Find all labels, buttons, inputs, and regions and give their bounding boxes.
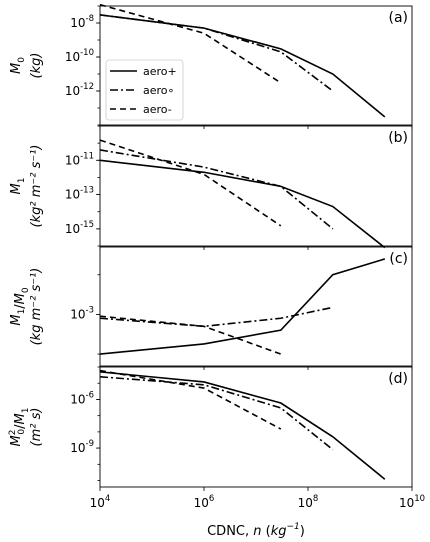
legend: aero+ aero∘ aero- <box>105 59 184 121</box>
series-line-aeroplus <box>99 258 386 355</box>
series-line-aerominus <box>99 369 282 430</box>
series-line-aeroo <box>99 375 334 451</box>
y-axis-label: M1/M0 <box>9 287 31 326</box>
y-axis-unit: (kg) <box>29 53 44 79</box>
series-line-aeroo <box>99 149 334 230</box>
plot-frame <box>99 125 413 247</box>
plot-frame <box>99 366 413 488</box>
y-tick-label: 10-13 <box>65 186 94 202</box>
panel-b: 10-11 10-13 10-15 (b) M1 (kg² m⁻² s⁻¹) <box>9 125 413 250</box>
series-line-aeroplus <box>99 159 386 249</box>
y-tick-label: 10-12 <box>65 82 94 98</box>
series-line-aeroplus <box>99 371 386 480</box>
legend-entry: aero+ <box>143 65 177 78</box>
y-tick-label: 10-8 <box>70 14 94 30</box>
y-axis-unit: (kg m⁻² s⁻¹) <box>29 268 44 346</box>
panel-label: (d) <box>388 371 408 387</box>
legend-entry: aero- <box>143 103 172 116</box>
panel-d: 10-6 10-9 (d) M20/M1(m² s) <box>8 366 413 491</box>
y-axis-label: M0 <box>9 57 27 74</box>
x-tick-label: 104 <box>90 494 111 510</box>
x-tick-label: 106 <box>194 494 215 510</box>
series-line-aerominus <box>99 139 282 227</box>
x-axis-label: CDNC, n (kg−1) <box>207 522 305 539</box>
plot-frame <box>99 246 413 367</box>
panel-label: (b) <box>388 130 408 146</box>
panel-label: (a) <box>388 10 408 26</box>
series-line-aerominus <box>99 3 282 84</box>
series-line-aeroo <box>99 14 334 92</box>
y-axis-unit: (m² s) <box>29 408 44 447</box>
y-tick-label: 10-15 <box>65 220 94 236</box>
y-axis-label: M1 <box>9 178 27 195</box>
x-tick-label: 108 <box>298 494 319 510</box>
y-tick-label: 10-6 <box>70 390 94 406</box>
y-axis-label: M20/M1 <box>8 407 31 446</box>
legend-entry: aero∘ <box>143 84 174 97</box>
panel-label: (c) <box>389 251 408 267</box>
y-tick-label: 10-10 <box>65 48 94 64</box>
panel-a: 10-8 10-10 10-12 (a) M0 (kg) aero+ aero∘ aero- <box>9 3 413 129</box>
series-line-aeroo <box>99 306 333 328</box>
y-tick-label: 10-9 <box>70 439 94 455</box>
y-axis-unit: (kg² m⁻² s⁻¹) <box>29 145 44 228</box>
y-tick-label: 10-11 <box>65 151 94 167</box>
panel-c: 10-3 (c) M1/M0(kg m⁻² s⁻¹) <box>9 246 413 370</box>
series-line-aerominus <box>99 315 282 355</box>
plot-frame <box>99 5 413 126</box>
y-tick-label: 10-3 <box>70 305 94 321</box>
legend-box <box>105 59 184 121</box>
x-tick-label: 1010 <box>399 494 425 510</box>
